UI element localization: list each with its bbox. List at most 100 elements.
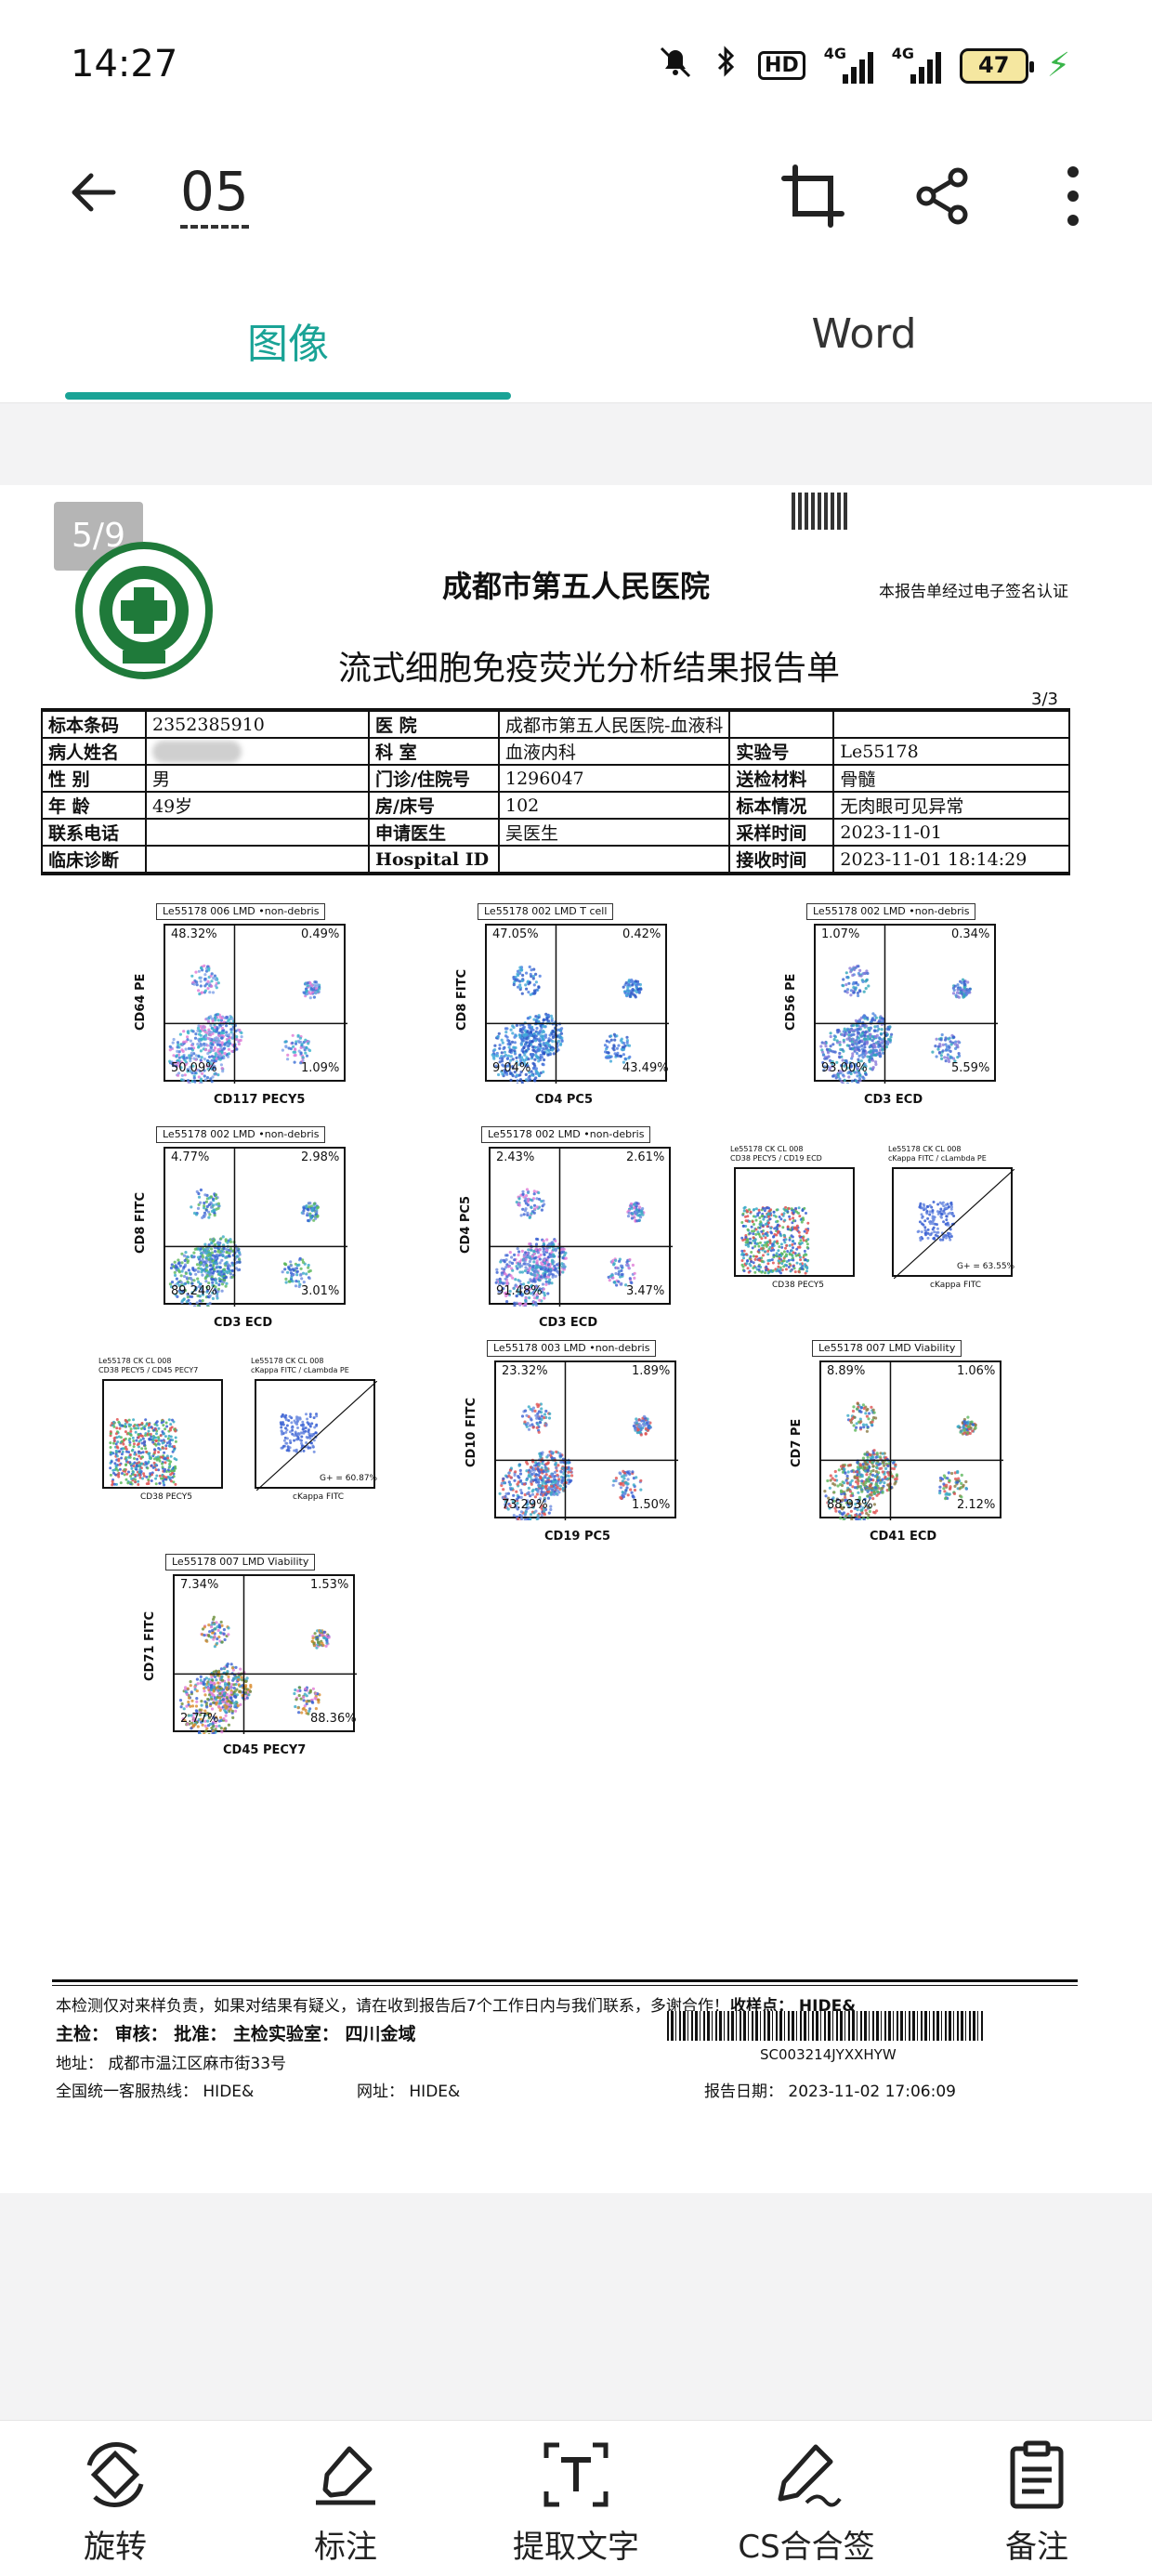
flow-plot: Le55178 003 LMD •non-debris 23.32% 1.89% 73… [461, 1340, 686, 1556]
signal-icon-1: 4G [824, 45, 873, 84]
quadrant-ll: 9.04% [492, 1061, 531, 1075]
plot-header: Le55178 CK CL 008 [888, 1145, 962, 1153]
table-row: 联系电话 申请医生 吴医生 采样时间 2023-11-01 [41, 818, 1070, 847]
flow-plot-small: Le55178 CK CL 008 cKappa FITC / cLambda P… [242, 1357, 381, 1522]
document-viewer[interactable]: 5/9 成都市第五人民医院 本报告单经过电子签名认证 流式细胞免疫荧光分析结果报… [0, 403, 1152, 2420]
patient-info-table: 标本条码 2352385910 医 院成都市第五人民医院-血液科 病人姓名 科 室… [41, 708, 1070, 875]
quadrant-ll: 73.29% [502, 1498, 548, 1512]
tab-image[interactable]: 图像 [247, 321, 329, 368]
plot-header: Le55178 002 LMD •non-debris [806, 903, 976, 920]
scatter-dots [165, 1149, 347, 1307]
footer-hotline: 全国统一客服热线： HIDE& [56, 2083, 255, 2101]
plot-subheader: CD38 PECY5 / CD45 PECY7 [98, 1366, 199, 1374]
tab-word[interactable]: Word [811, 310, 917, 358]
plot-area [819, 1360, 1003, 1520]
flow-plot: Le55178 002 LMD T cell 47.05% 0.42% 9.04% 43… [452, 903, 676, 1119]
more-options-button[interactable] [1031, 154, 1115, 238]
x-axis-label: CD41 ECD [870, 1530, 937, 1544]
plot-area [494, 1360, 678, 1520]
quadrant-ul: 4.77% [171, 1150, 210, 1164]
sign-button[interactable]: CS合合签 [713, 2438, 899, 2567]
plot-area [485, 924, 669, 1084]
scatter-dots [487, 926, 669, 1084]
plot-header: Le55178 CK CL 008 [98, 1357, 172, 1365]
y-axis-label: CD56 PE [784, 973, 798, 1031]
x-axis-label: CD38 PECY5 [772, 1281, 824, 1290]
y-axis-label: CD64 PE [134, 973, 148, 1031]
notes-button[interactable]: 备注 [944, 2438, 1130, 2567]
x-axis-label: CD45 PECY7 [223, 1743, 307, 1757]
hospital-name: 成都市第五人民医院 [442, 569, 711, 604]
annotate-button[interactable]: 标注 [253, 2438, 439, 2567]
quadrant-ul: 1.07% [821, 927, 860, 941]
document-name[interactable]: 05 [180, 162, 249, 229]
charging-icon: ⚡ [1046, 46, 1070, 85]
status-time: 14:27 [71, 43, 178, 85]
plot-area [164, 1147, 347, 1307]
hospital-logo [75, 542, 213, 679]
x-axis-label: cKappa FITC [293, 1492, 345, 1502]
quadrant-ul: 8.89% [827, 1364, 866, 1378]
status-bar: 14:27 HD 4G 4G 47 ⚡ [0, 0, 1152, 130]
quadrant-ur: 0.34% [951, 927, 990, 941]
y-axis-label: CD10 FITC [465, 1397, 478, 1467]
footer-website: 网址： HIDE& [357, 2083, 461, 2101]
quadrant-ur: 1.06% [957, 1364, 996, 1378]
share-icon [916, 167, 968, 225]
plot-subheader: cKappa FITC / cLambda PE [888, 1154, 987, 1163]
quadrant-lr: 5.59% [951, 1061, 990, 1075]
report-barcode [667, 2011, 983, 2041]
x-axis-label: CD3 ECD [539, 1316, 598, 1330]
scatter-dots [491, 1149, 673, 1307]
flow-plot: Le55178 007 LMD Viability 8.89% 1.06% 88.93… [786, 1340, 1011, 1556]
quadrant-ul: 7.34% [180, 1578, 219, 1592]
view-tabs: 图像 Word [0, 279, 1152, 403]
gate-percentage: G+ = 60.87% [320, 1474, 378, 1483]
mute-icon [656, 43, 695, 88]
plot-area [489, 1147, 673, 1307]
redacted-name [145, 737, 370, 766]
crop-button[interactable] [771, 154, 855, 238]
quadrant-ll: 50.09% [171, 1061, 217, 1075]
quadrant-ur: 2.61% [626, 1150, 665, 1164]
y-axis-label: CD4 PC5 [459, 1195, 473, 1254]
x-axis-label: CD117 PECY5 [214, 1093, 306, 1107]
extract-text-button[interactable]: 提取文字 [483, 2438, 669, 2567]
table-row: 年 龄 49岁 房/床号 102 标本情况 无肉眼可见异常 [41, 791, 1070, 820]
quadrant-ul: 2.43% [496, 1150, 535, 1164]
table-row: 临床诊断 Hospital ID 接收时间 2023-11-01 18:14:29 [41, 845, 1070, 874]
x-axis-label: cKappa FITC [930, 1281, 982, 1290]
flow-plot-small: Le55178 CK CL 008 CD38 PECY5 / CD45 PECY7… [89, 1357, 229, 1522]
plot-header: Le55178 002 LMD •non-debris [481, 1126, 651, 1143]
extract-text-icon [543, 2442, 609, 2507]
flow-plot-small: Le55178 CK CL 008 cKappa FITC / cLambda P… [879, 1145, 1018, 1310]
status-icons: HD 4G 4G 47 ⚡ [656, 43, 1070, 88]
battery-icon: 47 [959, 47, 1034, 84]
quadrant-ul: 47.05% [492, 927, 539, 941]
scatter-dots [256, 1381, 377, 1491]
top-toolbar: 05 [0, 130, 1152, 260]
quadrant-lr: 1.50% [632, 1498, 671, 1512]
flow-plot: Le55178 002 LMD •non-debris 1.07% 0.34% 93.… [780, 903, 1005, 1119]
plot-header: Le55178 007 LMD Viability [165, 1554, 316, 1571]
quadrant-ll: 88.93% [827, 1498, 873, 1512]
quadrant-lr: 43.49% [622, 1061, 669, 1075]
plot-header: Le55178 CK CL 008 [251, 1357, 324, 1365]
highlighter-icon [316, 2446, 375, 2505]
plot-area [255, 1379, 377, 1491]
bluetooth-icon [713, 43, 740, 88]
quadrant-lr: 2.12% [957, 1498, 996, 1512]
scatter-dots [109, 1418, 178, 1487]
scanned-page[interactable]: 5/9 成都市第五人民医院 本报告单经过电子签名认证 流式细胞免疫荧光分析结果报… [0, 485, 1152, 2193]
plot-area [173, 1574, 357, 1734]
flow-plot: Le55178 007 LMD Viability 7.34% 1.53% 2.77%… [139, 1554, 364, 1769]
back-arrow-icon[interactable] [58, 164, 132, 238]
share-button[interactable] [901, 154, 985, 238]
footer-disclaimer: 本检测仅对来样负责，如果对结果有疑义，请在收到报告后7个工作日内与我们联系，多谢… [56, 1997, 729, 2016]
report-date: 报告日期： 2023-11-02 17:06:09 [704, 2083, 956, 2101]
scatter-dots [175, 1576, 357, 1734]
plot-area [814, 924, 998, 1084]
scatter-dots [740, 1205, 810, 1275]
gate-percentage: G+ = 63.55% [957, 1262, 1015, 1271]
rotate-button[interactable]: 旋转 [22, 2438, 208, 2567]
